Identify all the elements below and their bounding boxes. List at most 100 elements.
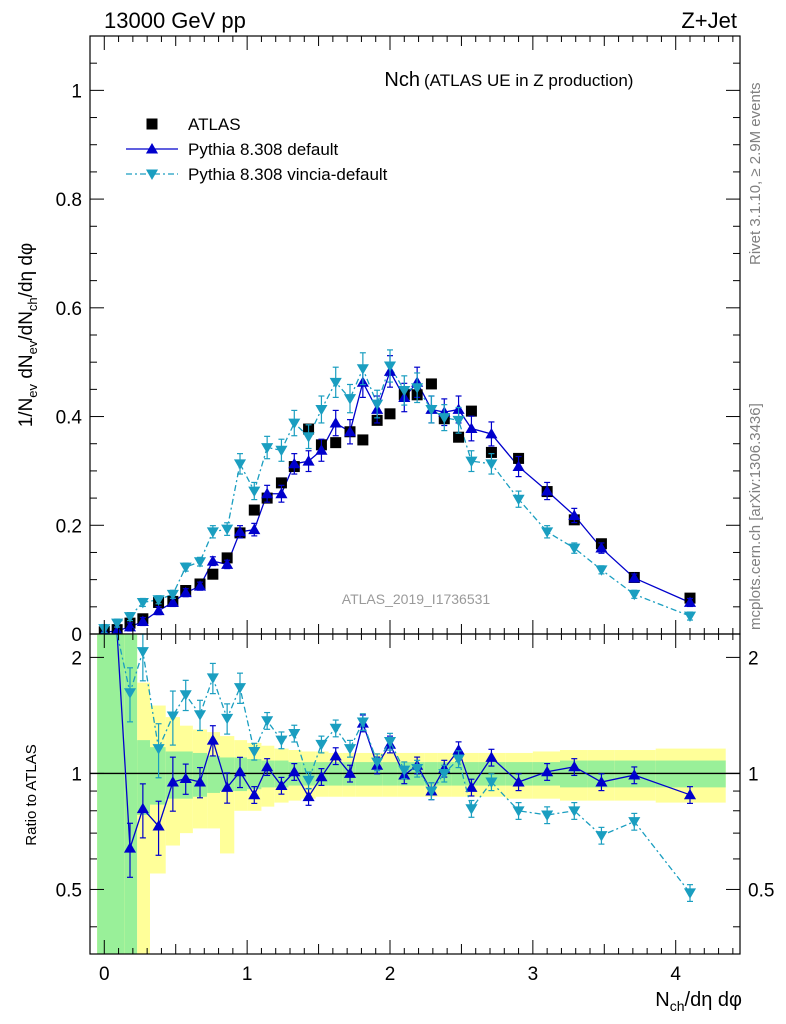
main-point-2 [136,598,149,609]
ratio-bands [90,634,740,954]
main-point-1 [683,596,697,607]
main-point-1 [329,417,342,428]
main-point-1 [111,624,124,636]
main-point-2 [595,565,608,576]
legend-marker-0 [146,118,158,130]
main-point-1 [465,422,478,433]
ratio-point-1 [371,757,384,769]
ratio-point-0 [541,765,554,777]
main-point-1 [485,428,498,439]
legend: ATLAS Pythia 8.308 default Pythia 8.308 vi… [126,115,388,184]
ratio-point-0 [628,769,641,780]
ratio-point-1 [683,888,697,899]
main-point-2 [452,415,465,427]
ratio-point-1 [166,711,179,722]
main-point-1 [512,460,525,472]
ratio-y-tick-label-right: 1 [748,764,759,785]
ratio-point-0 [452,744,465,755]
ratio-point-0 [261,760,274,772]
main-point-0 [384,408,396,420]
main-point-0 [465,405,477,417]
main-point-1 [628,572,641,583]
ratio-point-1 [302,775,315,787]
x-tick-label: 2 [385,964,396,985]
main-point-0 [425,378,437,390]
ratio-point-1 [425,786,438,797]
legend-label-0: ATLAS [188,115,241,134]
legend-label-1: Pythia 8.308 default [188,140,339,159]
ratio-point-1 [261,716,274,727]
ratio-point-0 [248,788,261,800]
ratio-point-0 [233,765,247,777]
main-point-1 [275,487,288,499]
main-series-group [98,349,697,638]
main-point-1 [248,523,261,535]
ratio-point-1 [152,744,165,755]
ratio-point-0 [683,788,697,800]
ratio-axes: 0.5 0.5 1 1 2 2 0 1 2 3 4 [56,634,774,985]
main-point-2 [541,527,554,538]
ratio-point-0 [343,767,357,778]
main-point-2 [383,361,397,372]
main-point-2 [411,383,424,394]
main-point-2 [275,445,288,457]
main-point-2 [512,494,525,506]
ratio-point-1 [288,728,301,740]
ratio-point-1 [356,717,369,728]
main-y-tick-label: 0 [71,625,82,646]
ratio-point-0 [136,802,149,814]
main-point-1 [261,487,274,499]
legend-label-2: Pythia 8.308 vincia-default [188,165,388,184]
ratio-point-1 [438,768,451,780]
main-point-2 [683,611,697,622]
x-axis-label: Nch/dη dφ [655,989,742,1014]
main-point-2 [425,405,438,416]
main-panel: 0 0.2 0.4 0.6 0.8 1 Nch (ATLAS UE in Z produc… [16,35,741,646]
main-point-0 [207,568,219,580]
ratio-point-0 [288,765,301,777]
ratio-point-1 [329,723,342,735]
ratio-point-1 [568,806,581,817]
ratio-y-tick-label: 0.5 [56,880,82,901]
ratio-point-1 [233,683,247,694]
ratio-point-1 [343,744,357,755]
main-point-2 [371,399,384,410]
main-y-tick-label: 0.2 [56,516,82,537]
main-point-2 [343,394,357,405]
ratio-point-1 [411,764,424,775]
analysis-label: ATLAS_2019_I1736531 [342,591,491,607]
main-point-2 [221,524,234,536]
main-axes: 0 0.2 0.4 0.6 0.8 1 [56,36,740,646]
main-point-1 [179,586,192,598]
ratio-point-0 [315,770,328,782]
x-tick-label: 4 [670,964,681,985]
ratio-point-1 [485,777,498,788]
main-point-1 [206,555,219,566]
main-point-2 [398,385,411,397]
main-point-2 [248,486,261,497]
main-point-0 [221,552,233,564]
green-band-segment [150,747,166,805]
ratio-point-0 [166,776,179,787]
ratio-y-tick-label-right: 0.5 [748,880,774,901]
ratio-point-0 [485,751,498,762]
main-y-tick-label: 0.6 [56,299,82,320]
ratio-point-1 [452,754,465,765]
rivet-label: Rivet 3.1.10, ≥ 2.9M events [747,83,764,266]
main-point-2 [438,413,451,424]
ratio-point-1 [123,688,137,699]
main-point-2 [166,589,179,601]
main-point-1 [288,457,301,469]
main-y-axis-label: 1/Nev dNev/dNch/dη dφ [16,243,40,428]
ratio-point-0 [512,776,525,787]
ratio-y-tick-label: 1 [71,764,82,785]
main-y-tick-label: 0.4 [56,408,83,429]
ratio-point-1 [179,690,192,701]
energy-label: 13000 GeV pp [104,8,246,33]
ratio-point-0 [568,760,581,772]
site-label: mcplots.cern.ch [arXiv:1306.3436] [747,403,764,630]
main-point-1 [166,596,179,607]
ratio-point-1 [398,765,411,777]
ratio-point-1 [221,713,234,725]
